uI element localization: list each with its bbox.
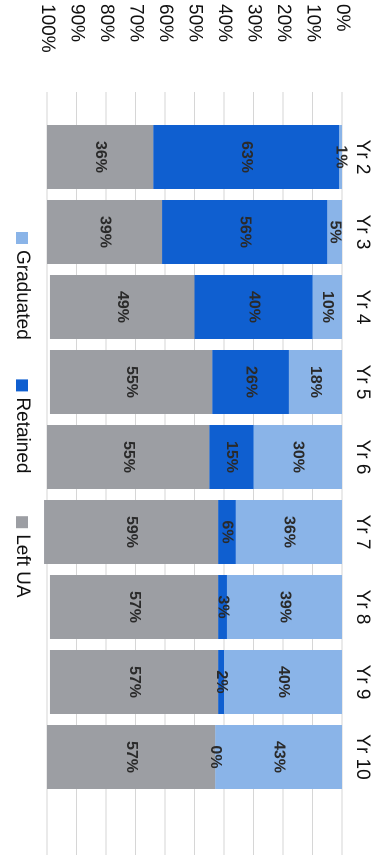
category-label: Yr 8 <box>352 590 373 625</box>
bar-segment <box>47 425 210 489</box>
y-tick-label: 10% <box>302 4 323 42</box>
data-label: 49% <box>114 291 131 323</box>
bar-segment <box>226 575 342 639</box>
bar-segment <box>47 725 216 789</box>
data-label: 18% <box>307 366 324 398</box>
data-label: 59% <box>123 516 140 548</box>
legend-swatch <box>16 232 28 244</box>
y-axis-ticks: 0% 10% 20% 30% 40% 50% 60% 70% 80% 90% 100% <box>37 4 353 53</box>
data-label: 3% <box>214 595 231 618</box>
legend-label: Left UA <box>12 534 33 598</box>
data-label: 10% <box>319 291 336 323</box>
bar-segment <box>49 275 195 339</box>
bar-segment <box>49 350 213 414</box>
category-label: Yr 4 <box>352 290 373 325</box>
bars <box>44 125 342 789</box>
data-label: 6% <box>219 520 236 543</box>
bar-segment <box>162 200 328 264</box>
bar-segment <box>235 500 342 564</box>
bar-segment <box>209 425 254 489</box>
data-label: 40% <box>245 291 262 323</box>
data-label: 43% <box>270 741 287 773</box>
bar-segment <box>312 275 342 339</box>
y-tick-label: 0% <box>332 4 353 32</box>
data-label: 57% <box>126 591 143 623</box>
y-tick-label: 90% <box>66 4 87 42</box>
bar-segment <box>218 575 227 639</box>
data-labels: 1% 63% 36% 5% 56% 39% 10% 40% 49% 18% 26% 55% 30% 15%… <box>92 141 349 773</box>
bar-segment <box>215 725 342 789</box>
bar-segment <box>218 500 236 564</box>
legend-label: Retained <box>12 397 33 473</box>
category-label: Yr 10 <box>352 734 373 779</box>
bar-segment <box>44 500 219 564</box>
data-label: 39% <box>96 216 113 248</box>
data-label: 1% <box>332 145 349 168</box>
y-tick-label: 60% <box>155 4 176 42</box>
category-label: Yr 3 <box>352 215 373 250</box>
category-label: Yr 7 <box>352 515 373 550</box>
y-tick-label: 80% <box>96 4 117 42</box>
category-label: Yr 5 <box>352 365 373 400</box>
data-label: 57% <box>123 741 140 773</box>
bar-segment <box>212 350 289 414</box>
legend-swatch <box>16 516 28 529</box>
bar-segment <box>288 350 342 414</box>
bar-segment <box>253 425 342 489</box>
bar-segment <box>153 125 340 189</box>
y-tick-label: 70% <box>125 4 146 42</box>
data-label: 55% <box>123 366 140 398</box>
bar-segment <box>218 650 224 714</box>
bar-segment <box>194 275 313 339</box>
category-label: Yr 9 <box>352 665 373 700</box>
bar-segment <box>47 200 163 264</box>
data-label: 63% <box>238 141 255 173</box>
data-label: 5% <box>326 220 343 243</box>
category-label: Yr 2 <box>352 140 373 175</box>
bar-segment <box>327 200 342 264</box>
y-tick-label: 100% <box>37 4 58 53</box>
y-tick-label: 30% <box>243 4 264 42</box>
x-axis-categories: Yr 2 Yr 3 Yr 4 Yr 5 Yr 6 Yr 7 Yr 8 Yr 9 Yr 10 <box>352 140 373 780</box>
data-label: 2% <box>213 670 230 693</box>
data-label: 26% <box>242 366 259 398</box>
data-label: 30% <box>290 441 307 473</box>
category-label: Yr 6 <box>352 440 373 475</box>
bar-segment <box>49 650 219 714</box>
legend-swatch <box>16 379 28 392</box>
data-label: 0% <box>207 745 224 768</box>
data-label: 57% <box>126 666 143 698</box>
legend: Graduated Retained Left UA <box>12 232 33 598</box>
data-label: 36% <box>92 141 109 173</box>
y-tick-label: 20% <box>273 4 294 42</box>
data-label: 56% <box>236 216 253 248</box>
bar-segment <box>339 125 342 189</box>
data-label: 40% <box>275 666 292 698</box>
data-label: 39% <box>276 591 293 623</box>
y-tick-label: 50% <box>184 4 205 42</box>
data-label: 15% <box>223 441 240 473</box>
bar-segment <box>49 575 219 639</box>
bar-segment <box>47 125 154 189</box>
bar-segment <box>224 650 342 714</box>
legend-label: Graduated <box>12 250 33 340</box>
y-tick-label: 40% <box>214 4 235 42</box>
data-label: 55% <box>120 441 137 473</box>
data-label: 36% <box>281 516 298 548</box>
